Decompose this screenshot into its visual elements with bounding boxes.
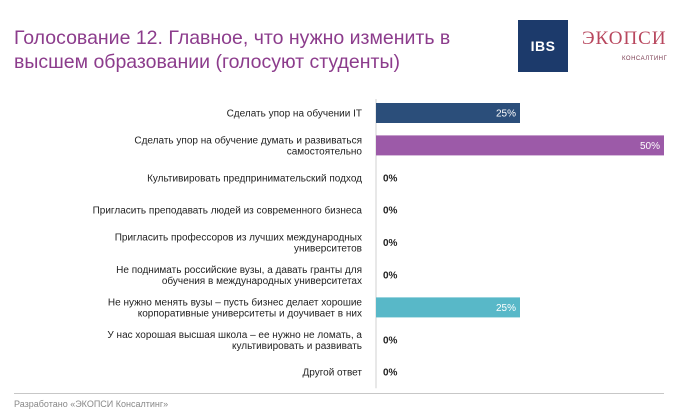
bar	[376, 103, 520, 123]
category-label: Сделать упор на обучение думать и развив…	[134, 134, 362, 157]
ekopsi-logo-sub: КОНСАЛТИНГ	[622, 56, 668, 62]
footer-credit: Разработано «ЭКОПСИ Консалтинг»	[14, 399, 169, 409]
category-label: Другой ответ	[302, 368, 362, 379]
bar-value-label: 0%	[383, 368, 398, 379]
footer-divider	[14, 393, 664, 394]
bar-value-label: 0%	[383, 271, 398, 282]
bar	[376, 297, 520, 318]
bar-value-label: 25%	[496, 109, 516, 120]
category-label: Не нужно менять вузы – пусть бизнес дела…	[108, 296, 363, 319]
category-label: Пригласить профессоров из лучших междуна…	[115, 232, 362, 255]
category-label: Сделать упор на обучении IT	[227, 108, 362, 120]
bar-value-label: 0%	[383, 206, 398, 217]
bar-value-label: 25%	[496, 303, 516, 314]
category-label: Культивировать предпринимательский подхо…	[147, 173, 362, 184]
bar-value-label: 50%	[640, 141, 660, 152]
category-label: Не поднимать российские вузы, а давать г…	[116, 265, 362, 287]
bar-value-label: 0%	[383, 335, 398, 346]
bar-value-label: 0%	[383, 173, 398, 184]
bar	[376, 135, 664, 156]
ekopsi-logo-main: ЭКОПСИ	[582, 28, 667, 49]
page-title: Голосование 12. Главное, что нужно измен…	[14, 27, 451, 73]
category-label: Пригласить преподавать людей из современ…	[93, 205, 363, 217]
ekopsi-logo: ЭКОПСИ КОНСАЛТИНГ	[582, 28, 674, 72]
category-label: У нас хорошая высшая школа – ее нужно не…	[107, 330, 362, 352]
ibs-logo: IBS	[518, 20, 568, 72]
bar-value-label: 0%	[383, 238, 398, 249]
